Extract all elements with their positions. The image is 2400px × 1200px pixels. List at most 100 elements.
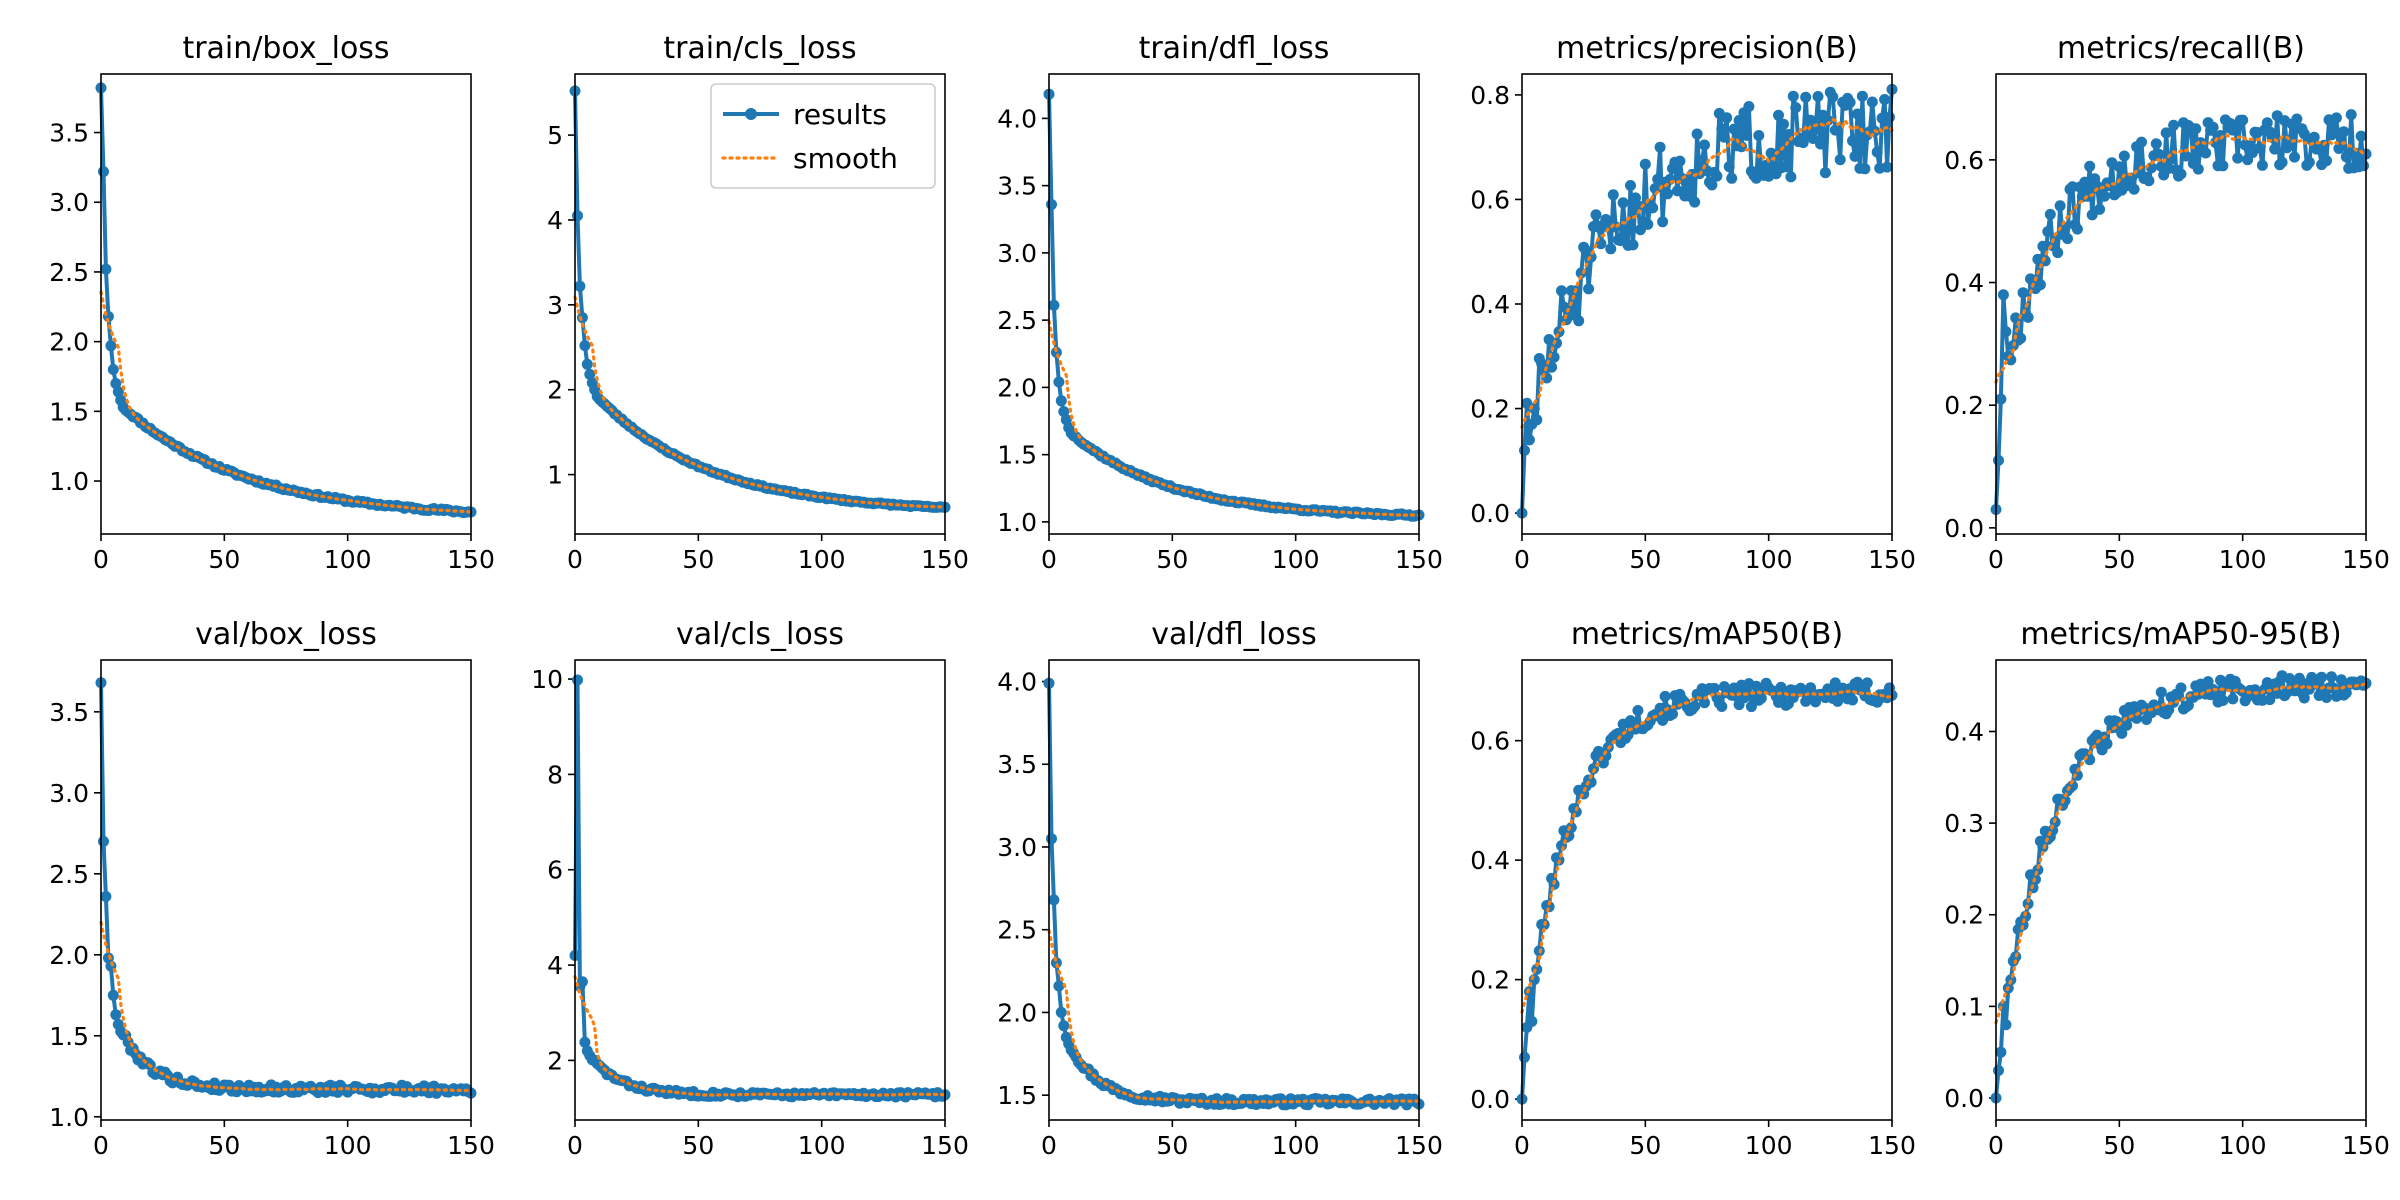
legend-box [710,83,936,189]
results-line [99,682,472,1096]
results-point [576,976,588,988]
subplot: val/box_loss 0 50 100 150 1.0 1.5 2.0 2.5 3.0 3.5 [49,617,495,1160]
x-tick-label: 0 [567,1131,583,1160]
results-point [1662,188,1673,200]
results-line [99,87,472,515]
results-point [2276,156,2288,168]
x-tick-label: 100 [324,1131,372,1160]
subplot-title: train/box_loss [182,31,389,66]
y-tick-label: 3 [547,291,563,320]
smooth-line [1994,132,2368,384]
results-point [1849,150,1861,162]
x-tick-label: 150 [447,545,495,574]
results-point [1526,1015,1538,1027]
y-tick-label: 0.6 [1944,146,1984,175]
subplot: val/cls_loss 0 50 100 150 2 4 6 8 10 [531,617,969,1160]
results-point [1642,218,1654,230]
y-tick-label: 1.0 [49,1103,89,1132]
x-tick-label: 50 [1629,545,1661,574]
results-point [107,989,119,1001]
results-point [1531,414,1543,426]
y-tick-label: 0.6 [1470,185,1510,214]
results-point [574,280,586,292]
subplot-title: metrics/mAP50-95(B) [2020,617,2341,652]
results-point [2015,332,2027,344]
y-tick-label: 4.0 [997,668,1037,697]
y-tick-label: 0.0 [1944,1084,1984,1113]
results-point [1627,239,1639,251]
legend-results-label: results [793,98,887,131]
subplot-title: val/box_loss [195,617,377,652]
x-tick-label: 0 [1514,545,1530,574]
results-point [2116,727,2128,739]
results-point [1852,108,1863,120]
results-point [100,263,112,275]
smooth-line [1520,689,1894,1014]
results-point [1048,299,1060,311]
y-tick-label: 2.0 [997,998,1037,1027]
results-point [1847,694,1858,706]
results-point [2291,113,2303,125]
results-point [2217,695,2229,706]
x-tick-label: 150 [447,1131,495,1160]
x-tick-label: 0 [93,1131,109,1160]
results-point [110,1009,122,1021]
results-point [2113,161,2125,173]
results-point [110,378,122,389]
results-point [2155,686,2167,698]
x-tick-label: 150 [921,1131,969,1160]
x-tick-label: 50 [208,1131,240,1160]
x-tick-label: 100 [1272,1131,1320,1160]
results-point [1605,243,1617,255]
subplot-title: train/cls_loss [663,31,856,66]
results-point [2143,175,2155,187]
results-point [1800,91,1812,103]
axes-frame [100,659,472,1121]
results-point [2308,131,2320,143]
y-tick-label: 2.0 [49,941,89,970]
y-tick-label: 0.8 [1470,81,1510,110]
results-point [2128,183,2140,195]
results-point [2298,128,2310,140]
results-point [2232,152,2244,164]
x-tick-label: 100 [1745,545,1793,574]
x-tick-label: 0 [1041,545,1057,574]
results-point [1812,91,1824,102]
results-point [2303,156,2315,168]
smooth-line [1047,319,1421,517]
results-point [1834,154,1846,166]
results-point [1696,154,1708,166]
results-point [2160,127,2172,139]
subplot-title: metrics/mAP50(B) [1571,617,1843,652]
results-point [1519,1051,1530,1063]
x-tick-label: 50 [682,1131,714,1160]
results-point [1995,393,2007,405]
y-tick-label: 2 [547,376,563,405]
results-point [579,1036,591,1048]
y-tick-label: 3.0 [997,833,1037,862]
subplot-title: train/dfl_loss [1139,31,1330,66]
results-point [1632,200,1644,212]
results-point [2168,119,2180,131]
results-point [2010,312,2022,324]
x-tick-label: 150 [1395,545,1443,574]
results-point [112,386,124,398]
results-point [1765,147,1777,159]
x-tick-label: 0 [567,545,583,574]
results-point [1050,957,1062,969]
results-point [1708,682,1720,694]
subplot-title: val/cls_loss [676,617,844,652]
results-point [2175,168,2187,180]
y-tick-label: 0.2 [1944,901,1984,930]
subplot: metrics/recall(B) 0 50 100 150 0.0 0.2 0.4 0.6 [1944,31,2390,574]
axes-frame [1995,73,2367,535]
axes-frame [574,73,946,535]
results-point [2237,114,2249,126]
results-point [1819,167,1831,179]
axes-frame [1048,659,1420,1121]
y-tick-label: 3.5 [49,698,89,727]
results-point [1815,138,1826,150]
results-point [2333,143,2345,154]
y-tick-label: 2.5 [49,258,89,287]
results-line [1047,683,1421,1107]
